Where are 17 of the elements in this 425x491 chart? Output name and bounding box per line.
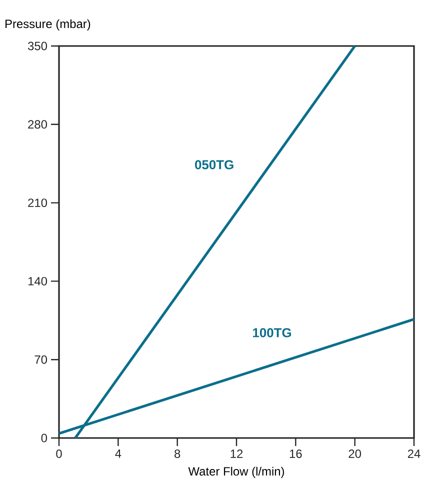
x-tick-label: 16 xyxy=(290,450,302,458)
y-tick-label: 350 xyxy=(28,42,48,50)
y-tick-label: 0 xyxy=(41,434,48,442)
y-tick-label: 140 xyxy=(28,276,48,286)
x-tick-label: 12 xyxy=(230,450,243,458)
series-label: 100TG xyxy=(253,328,291,338)
y-tick-label: 280 xyxy=(28,120,48,129)
y-tick-label: 210 xyxy=(28,198,48,208)
x-tick-label: 24 xyxy=(408,450,420,458)
x-tick-label: 20 xyxy=(348,450,362,458)
y-tick-label: 70 xyxy=(34,355,48,364)
x-axis-title: Water Flow (l/min) xyxy=(188,466,284,478)
x-tick-label: 0 xyxy=(56,450,62,458)
x-tick-label: 4 xyxy=(115,450,122,458)
text: 050TG xyxy=(195,160,234,170)
y-axis-title: Pressure (mbar) xyxy=(6,19,90,30)
x-tick-label: 8 xyxy=(174,450,180,458)
